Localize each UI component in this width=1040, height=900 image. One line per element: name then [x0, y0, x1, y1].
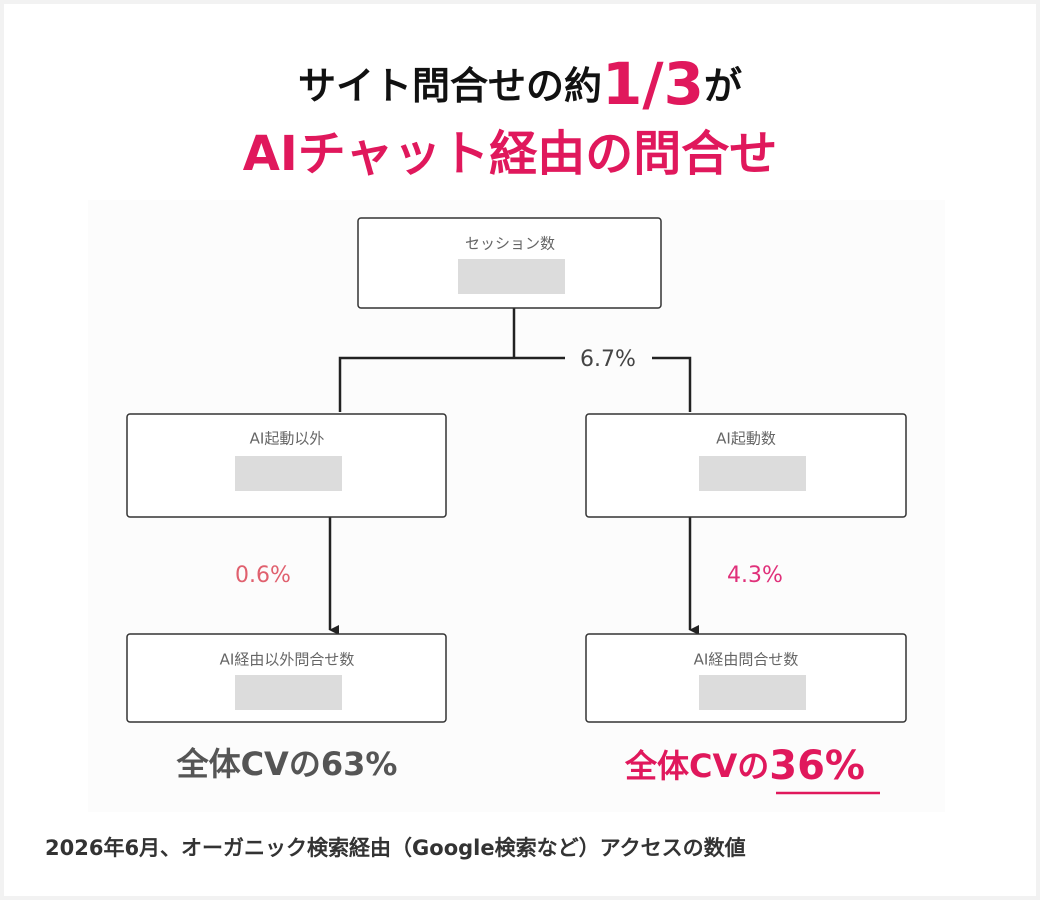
result: 全体CVの63%	[176, 745, 398, 783]
edge-label: 0.6%	[235, 563, 291, 588]
node: セッション数	[357, 217, 662, 309]
node-label: AI起動数	[716, 430, 776, 448]
node: AI起動以外	[126, 413, 447, 518]
edge-label: 6.7%	[580, 347, 636, 372]
node: AI起動数	[585, 413, 907, 518]
node: AI経由以外問合せ数	[126, 633, 447, 723]
title-line2: AIチャット経由の問合せ	[243, 126, 778, 182]
connector	[338, 308, 692, 412]
footnote: 2026年6月、オーガニック検索経由（Google検索など）アクセスの数値	[45, 836, 746, 860]
node: AI経由問合せ数	[585, 633, 907, 723]
node-label: セッション数	[465, 235, 555, 253]
title-highlight: 1/3	[602, 50, 704, 118]
title-line1: サイト問合せの約1/3が	[298, 50, 742, 118]
result: 全体CVの36%	[624, 743, 865, 789]
edge-label: 4.3%	[727, 563, 783, 588]
result-before: 全体CVの	[624, 747, 769, 785]
result-highlight: 36%	[769, 743, 865, 789]
title-after: が	[704, 64, 742, 108]
title-before: サイト問合せの約	[298, 64, 602, 108]
node-label: AI起動以外	[250, 430, 325, 448]
node-label: AI経由以外問合せ数	[220, 651, 355, 669]
node-label: AI経由問合せ数	[694, 651, 799, 669]
